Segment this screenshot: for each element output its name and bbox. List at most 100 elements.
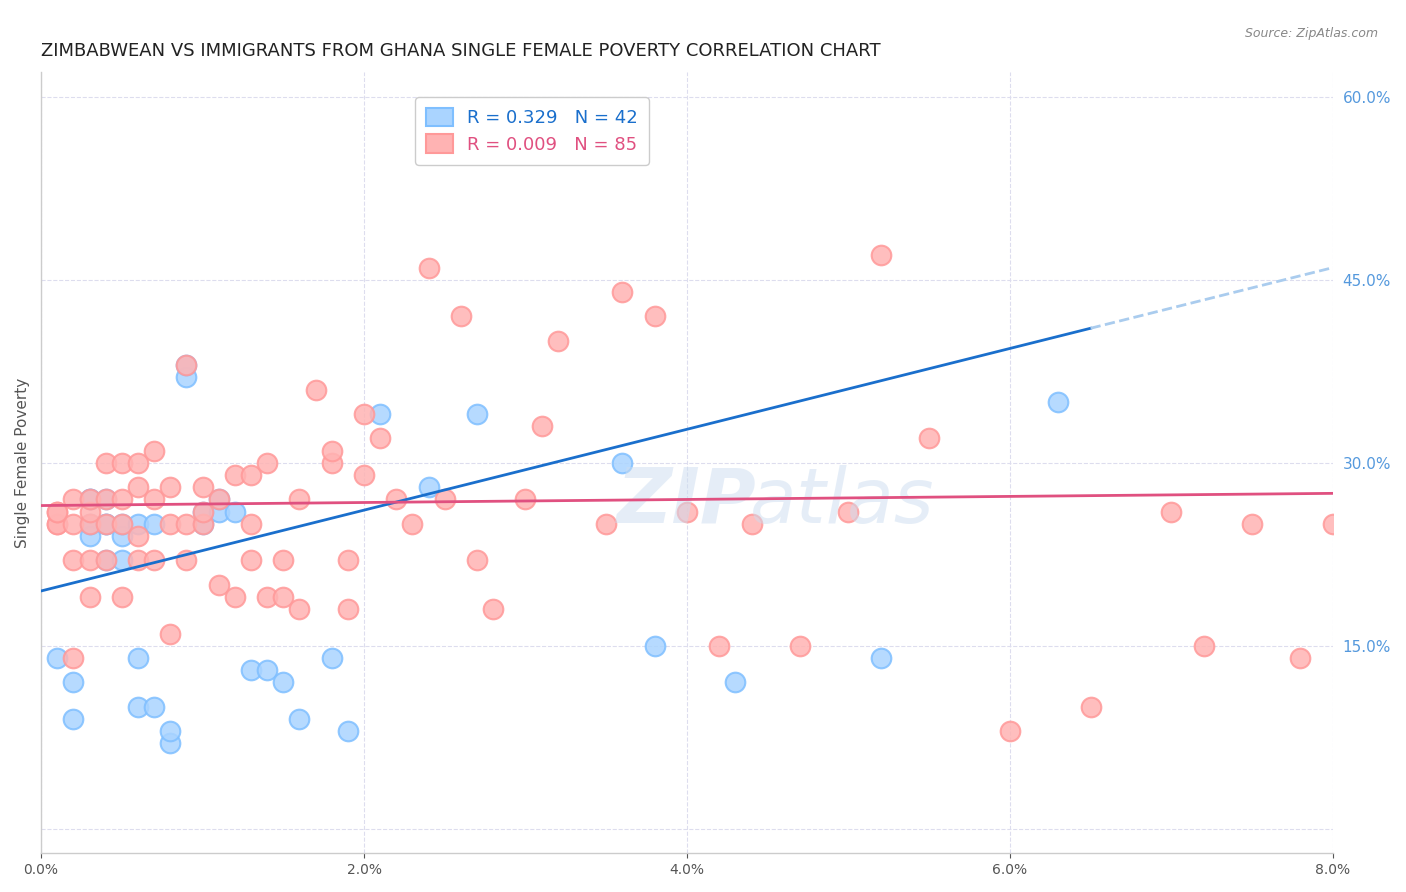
- Point: [998, 724, 1021, 739]
- Point: [288, 492, 311, 507]
- Point: [111, 456, 134, 470]
- Point: [1322, 516, 1344, 531]
- Point: [94, 553, 117, 567]
- Point: [676, 505, 699, 519]
- Point: [79, 590, 101, 604]
- Point: [208, 578, 231, 592]
- Text: ZIMBABWEAN VS IMMIGRANTS FROM GHANA SINGLE FEMALE POVERTY CORRELATION CHART: ZIMBABWEAN VS IMMIGRANTS FROM GHANA SING…: [41, 42, 880, 60]
- Point: [94, 516, 117, 531]
- Point: [1192, 639, 1215, 653]
- Point: [62, 651, 84, 665]
- Point: [612, 456, 634, 470]
- Point: [240, 553, 263, 567]
- Text: ZIP: ZIP: [617, 465, 756, 539]
- Point: [208, 505, 231, 519]
- Point: [256, 590, 278, 604]
- Point: [111, 553, 134, 567]
- Point: [62, 675, 84, 690]
- Point: [224, 505, 246, 519]
- Point: [336, 602, 359, 616]
- Point: [79, 553, 101, 567]
- Point: [79, 505, 101, 519]
- Point: [208, 492, 231, 507]
- Point: [465, 407, 488, 421]
- Point: [143, 492, 166, 507]
- Point: [208, 492, 231, 507]
- Point: [240, 468, 263, 483]
- Point: [191, 505, 214, 519]
- Point: [869, 651, 891, 665]
- Point: [368, 432, 391, 446]
- Point: [143, 699, 166, 714]
- Point: [837, 505, 859, 519]
- Legend: R = 0.329   N = 42, R = 0.009   N = 85: R = 0.329 N = 42, R = 0.009 N = 85: [415, 97, 650, 165]
- Point: [62, 553, 84, 567]
- Point: [79, 516, 101, 531]
- Point: [159, 724, 181, 739]
- Point: [46, 516, 69, 531]
- Point: [271, 553, 294, 567]
- Point: [789, 639, 811, 653]
- Point: [353, 468, 375, 483]
- Point: [127, 516, 149, 531]
- Point: [465, 553, 488, 567]
- Point: [1080, 699, 1102, 714]
- Point: [918, 432, 941, 446]
- Point: [46, 505, 69, 519]
- Point: [94, 492, 117, 507]
- Point: [224, 590, 246, 604]
- Point: [321, 443, 343, 458]
- Point: [176, 516, 198, 531]
- Point: [159, 516, 181, 531]
- Point: [271, 590, 294, 604]
- Y-axis label: Single Female Poverty: Single Female Poverty: [15, 377, 30, 548]
- Point: [240, 516, 263, 531]
- Point: [433, 492, 456, 507]
- Point: [79, 492, 101, 507]
- Point: [418, 480, 440, 494]
- Point: [176, 370, 198, 384]
- Point: [288, 602, 311, 616]
- Point: [79, 529, 101, 543]
- Point: [191, 516, 214, 531]
- Point: [709, 639, 731, 653]
- Point: [595, 516, 617, 531]
- Point: [176, 553, 198, 567]
- Point: [79, 492, 101, 507]
- Point: [385, 492, 408, 507]
- Point: [111, 529, 134, 543]
- Point: [127, 699, 149, 714]
- Point: [143, 516, 166, 531]
- Point: [321, 456, 343, 470]
- Point: [741, 516, 763, 531]
- Point: [240, 663, 263, 677]
- Point: [256, 663, 278, 677]
- Point: [450, 310, 472, 324]
- Point: [482, 602, 505, 616]
- Point: [94, 516, 117, 531]
- Point: [111, 516, 134, 531]
- Point: [418, 260, 440, 275]
- Point: [612, 285, 634, 299]
- Point: [62, 712, 84, 726]
- Point: [94, 553, 117, 567]
- Point: [336, 724, 359, 739]
- Point: [401, 516, 423, 531]
- Point: [288, 712, 311, 726]
- Point: [111, 590, 134, 604]
- Point: [159, 626, 181, 640]
- Point: [127, 651, 149, 665]
- Point: [1241, 516, 1264, 531]
- Point: [127, 529, 149, 543]
- Point: [143, 553, 166, 567]
- Point: [547, 334, 569, 348]
- Point: [143, 443, 166, 458]
- Text: atlas: atlas: [749, 465, 934, 539]
- Point: [321, 651, 343, 665]
- Point: [159, 480, 181, 494]
- Point: [271, 675, 294, 690]
- Point: [644, 310, 666, 324]
- Point: [176, 358, 198, 372]
- Point: [46, 516, 69, 531]
- Point: [336, 553, 359, 567]
